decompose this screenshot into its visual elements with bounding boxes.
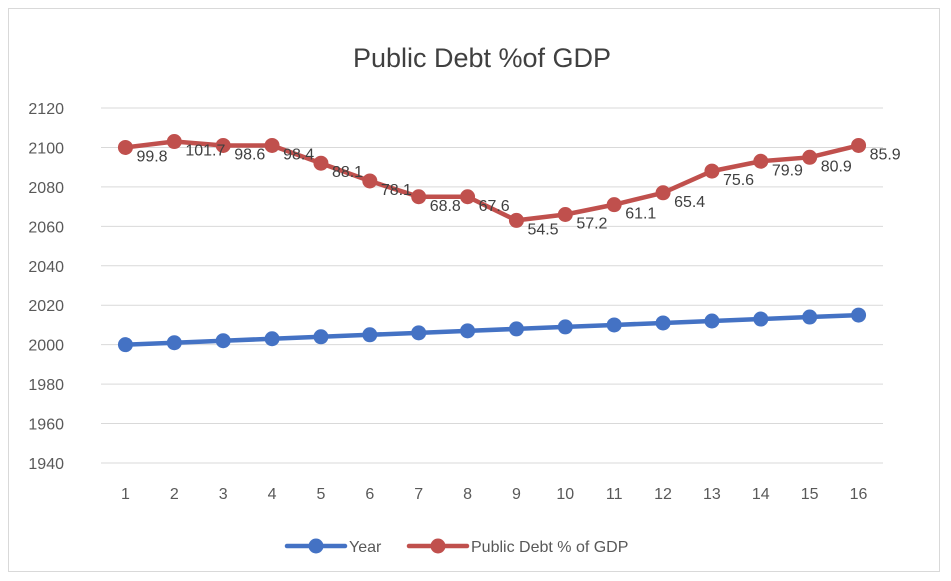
x-tick-label: 7 — [414, 486, 423, 503]
data-point — [264, 137, 280, 153]
legend-marker — [430, 538, 446, 554]
x-tick-label: 9 — [512, 486, 521, 503]
data-point — [802, 309, 818, 325]
y-tick-label: 2120 — [28, 101, 64, 118]
data-point — [753, 153, 769, 169]
x-tick-label: 11 — [606, 486, 623, 503]
data-label: 75.6 — [723, 172, 754, 189]
x-axis: 1 2 3 4 5 6 7 8 9 10 11 12 13 14 15 16 — [121, 486, 868, 503]
data-label: 78.1 — [381, 182, 412, 199]
data-label: 85.9 — [870, 146, 901, 163]
data-point — [215, 137, 231, 153]
data-point — [264, 331, 280, 347]
x-tick-label: 6 — [365, 486, 374, 503]
y-tick-label: 2080 — [28, 180, 64, 197]
data-point — [655, 315, 671, 331]
data-point — [655, 185, 671, 201]
series-line — [123, 139, 861, 223]
x-tick-label: 16 — [850, 486, 868, 503]
series-line — [123, 312, 861, 347]
x-tick-label: 10 — [556, 486, 574, 503]
chart-area — [8, 8, 940, 572]
data-point — [117, 337, 133, 353]
data-label: 101.7 — [185, 143, 225, 160]
x-tick-label: 1 — [121, 486, 130, 503]
data-label: 79.9 — [772, 162, 803, 179]
x-tick-label: 14 — [752, 486, 770, 503]
data-point — [851, 307, 867, 323]
legend-label: Year — [349, 539, 382, 556]
data-point — [166, 335, 182, 351]
data-point — [704, 163, 720, 179]
data-point — [753, 311, 769, 327]
x-tick-label: 2 — [170, 486, 179, 503]
data-label: 65.4 — [674, 194, 705, 211]
data-label: 54.5 — [527, 221, 558, 238]
y-tick-label: 2060 — [28, 219, 64, 236]
data-label: 57.2 — [576, 216, 607, 233]
data-point — [851, 137, 867, 153]
data-label: 80.9 — [821, 158, 852, 175]
x-tick-label: 3 — [219, 486, 228, 503]
x-tick-label: 13 — [703, 486, 721, 503]
legend-marker — [308, 538, 324, 554]
data-point — [606, 317, 622, 333]
y-tick-label: 2000 — [28, 338, 64, 355]
data-label: 98.6 — [234, 146, 265, 163]
data-labels: 99.8 101.7 98.6 98.4 88.1 78.1 68.8 67.6 54.5 57.… — [136, 143, 900, 239]
data-point — [215, 333, 231, 349]
data-label: 98.4 — [283, 146, 314, 163]
data-point — [704, 313, 720, 329]
data-point — [460, 323, 476, 339]
data-label: 88.1 — [332, 164, 363, 181]
data-point — [606, 197, 622, 213]
data-point — [411, 189, 427, 205]
x-tick-label: 8 — [463, 486, 472, 503]
x-tick-label: 4 — [268, 486, 277, 503]
x-tick-label: 15 — [801, 486, 819, 503]
y-axis: 1940 1960 1980 2000 2020 2040 2060 2080 2100 2120 — [28, 101, 64, 473]
series-layer — [117, 134, 867, 353]
data-point — [313, 329, 329, 345]
data-point — [557, 207, 573, 222]
y-tick-label: 2100 — [28, 140, 64, 157]
data-point — [802, 149, 818, 165]
y-tick-label: 2020 — [28, 298, 64, 315]
legend: Year Public Debt % of GDP — [284, 538, 628, 556]
chart-title: Public Debt %of GDP — [353, 43, 611, 73]
y-tick-label: 1940 — [28, 456, 64, 473]
data-label: 67.6 — [479, 198, 510, 215]
data-point — [166, 134, 182, 150]
data-point — [508, 212, 524, 228]
data-label: 61.1 — [625, 206, 656, 223]
legend-label: Public Debt % of GDP — [471, 539, 628, 556]
data-point — [508, 321, 524, 337]
data-point — [313, 155, 329, 171]
x-tick-label: 12 — [654, 486, 672, 503]
data-point — [557, 319, 573, 335]
data-point — [362, 173, 378, 189]
data-point — [411, 325, 427, 341]
y-tick-label: 2040 — [28, 259, 64, 276]
data-label: 68.8 — [430, 198, 461, 215]
y-tick-label: 1960 — [28, 417, 64, 434]
y-tick-label: 1980 — [28, 377, 64, 394]
data-point — [362, 327, 378, 343]
x-tick-label: 5 — [316, 486, 325, 503]
data-point — [460, 189, 476, 205]
data-point — [117, 139, 133, 155]
data-label: 99.8 — [136, 148, 167, 165]
